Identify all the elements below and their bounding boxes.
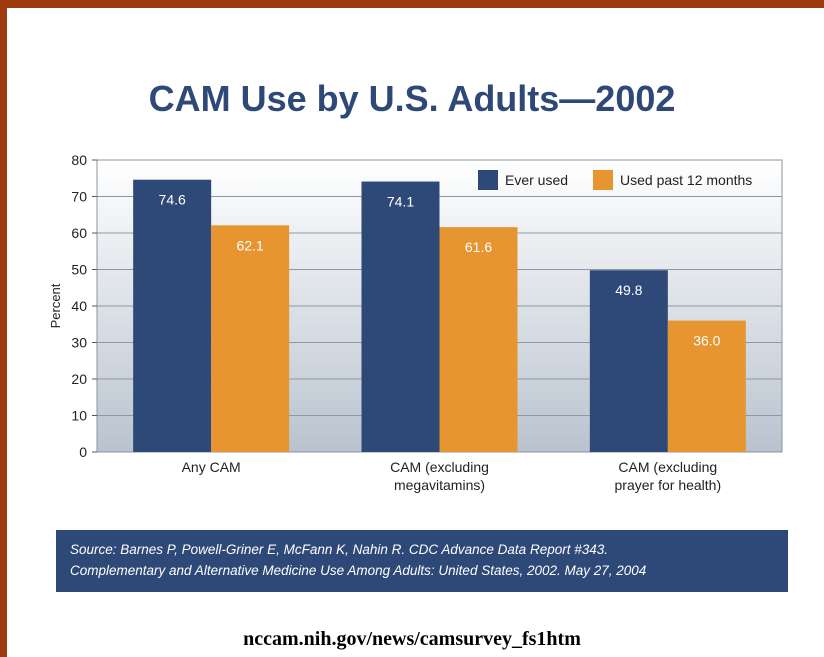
- y-tick-label: 0: [79, 444, 87, 460]
- data-label: 74.1: [387, 194, 414, 210]
- legend-swatch: [478, 170, 498, 190]
- bar: [133, 179, 212, 452]
- x-tick-label: Any CAM: [182, 459, 241, 475]
- y-tick-label: 70: [71, 189, 87, 205]
- y-tick-label: 20: [71, 371, 87, 387]
- data-label: 62.1: [237, 237, 264, 253]
- x-tick-label: CAM (excluding: [390, 459, 489, 475]
- y-tick-label: 10: [71, 408, 87, 424]
- bar: [361, 181, 440, 452]
- data-label: 74.6: [159, 192, 186, 208]
- data-label: 36.0: [693, 333, 720, 349]
- legend-label: Ever used: [505, 172, 568, 188]
- y-axis-label: Percent: [48, 283, 63, 328]
- footer-url: nccam.nih.gov/news/camsurvey_fs1htm: [243, 628, 581, 650]
- y-tick-label: 40: [71, 298, 87, 314]
- y-tick-label: 50: [71, 262, 87, 278]
- data-label: 49.8: [615, 282, 642, 298]
- x-tick-label: CAM (excluding: [618, 459, 717, 475]
- x-tick-label: megavitamins): [394, 477, 485, 493]
- legend-label: Used past 12 months: [620, 172, 752, 188]
- bar: [439, 227, 518, 452]
- x-tick-label: prayer for health): [615, 477, 722, 493]
- frame-top-border: [0, 0, 824, 8]
- source-line-2: Complementary and Alternative Medicine U…: [70, 563, 647, 578]
- y-tick-label: 30: [71, 335, 87, 351]
- bar: [589, 270, 668, 452]
- legend-swatch: [593, 170, 613, 190]
- source-box: Source: Barnes P, Powell-Griner E, McFan…: [56, 530, 788, 592]
- y-tick-label: 80: [71, 152, 87, 168]
- chart-title: CAM Use by U.S. Adults—2002: [148, 78, 676, 119]
- source-line-1: Source: Barnes P, Powell-Griner E, McFan…: [70, 542, 608, 557]
- data-label: 61.6: [465, 239, 492, 255]
- bar-chart: 0 10 20 30 40 50 60 70 80 Percent 74.6 62.1 Any CAM 7…: [48, 152, 783, 493]
- frame-left-border: [0, 0, 7, 657]
- bar: [667, 320, 746, 452]
- bar: [211, 225, 290, 452]
- y-tick-label: 60: [71, 225, 87, 241]
